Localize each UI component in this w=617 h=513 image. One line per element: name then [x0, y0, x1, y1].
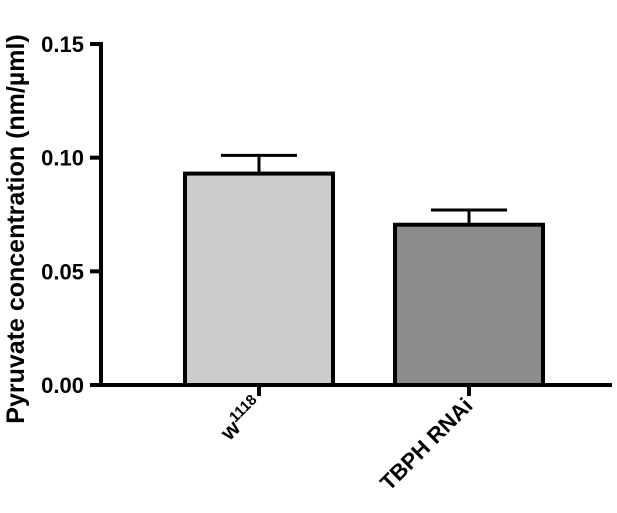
- bar: [183, 171, 335, 387]
- x-tick-labels: w1118 TBPH RNAi: [213, 391, 478, 495]
- y-tick-label: 0.00: [41, 373, 84, 398]
- y-tick-label: 0.15: [41, 32, 84, 57]
- error-bars: [221, 153, 507, 225]
- y-axis-title: Pyruvate concentration (nm/µml): [2, 34, 30, 423]
- bars: [183, 171, 545, 387]
- x-tick-label: w1118: [213, 391, 267, 445]
- y-tick-label: 0.05: [41, 259, 84, 284]
- bar: [393, 222, 545, 387]
- y-axis: 0.00 0.05 0.10 0.15: [41, 32, 103, 398]
- x-tick-label-text: TBPH RNAi: [375, 393, 477, 495]
- x-tick-label: TBPH RNAi: [375, 393, 477, 495]
- y-tick-label: 0.10: [41, 146, 84, 171]
- x-axis: [99, 383, 612, 396]
